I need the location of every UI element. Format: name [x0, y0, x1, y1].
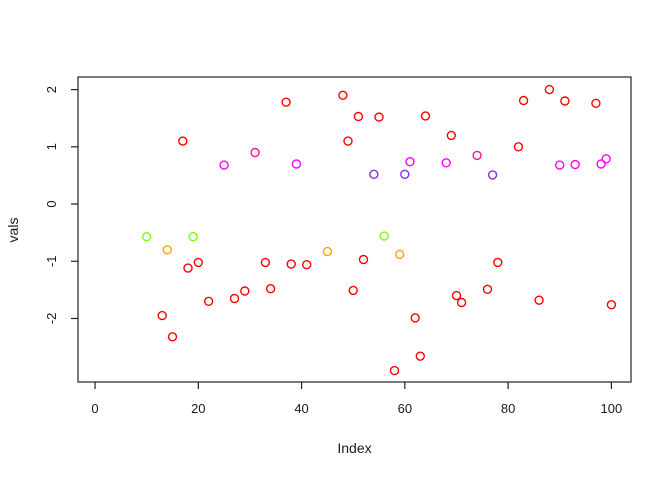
y-tick-label: -1 [44, 255, 59, 267]
data-point [265, 284, 276, 294]
data-point [441, 158, 451, 168]
data-point [482, 284, 493, 294]
data-point [446, 130, 456, 141]
data-point [410, 313, 420, 323]
data-point [513, 142, 524, 152]
data-point [606, 300, 617, 310]
data-point [405, 156, 415, 167]
data-point [451, 290, 462, 301]
y-tick-label: 1 [44, 143, 59, 150]
data-point [188, 231, 198, 242]
data-point [322, 246, 333, 257]
data-point [250, 147, 260, 158]
data-point [560, 96, 570, 106]
data-point [157, 310, 167, 321]
data-point [178, 136, 188, 146]
x-tick-label: 80 [501, 401, 515, 416]
data-point [518, 95, 529, 106]
y-tick-label: -2 [44, 313, 59, 325]
data-point [286, 259, 296, 269]
data-point [374, 112, 384, 122]
data-point [358, 254, 369, 265]
data-point [281, 97, 291, 107]
x-tick-label: 20 [191, 401, 205, 416]
data-point [555, 160, 565, 170]
data-point [456, 297, 467, 308]
x-tick-label: 60 [398, 401, 412, 416]
x-tick-label: 40 [294, 401, 308, 416]
data-point [219, 160, 229, 170]
data-point [389, 365, 400, 376]
data-point [203, 296, 214, 306]
plot-frame [77, 76, 632, 383]
data-point [400, 169, 410, 180]
data-point [348, 285, 358, 296]
x-axis-title: Index [337, 440, 372, 456]
data-point [167, 332, 178, 342]
data-point [229, 293, 240, 304]
data-point [353, 111, 364, 122]
x-tick-label: 100 [601, 401, 623, 416]
data-point [141, 231, 152, 242]
data-point [260, 257, 271, 268]
data-point [395, 249, 405, 260]
data-point [544, 84, 555, 95]
data-point [487, 170, 498, 180]
data-point [343, 136, 353, 146]
data-point [472, 150, 482, 161]
data-point [534, 295, 544, 305]
y-tick-label: 0 [44, 200, 59, 207]
y-tick-label: 2 [44, 86, 59, 93]
data-point [415, 351, 425, 361]
data-point [240, 286, 250, 296]
data-point [601, 154, 611, 164]
data-point [338, 90, 348, 101]
x-tick-label: 0 [91, 401, 98, 416]
data-point [420, 111, 431, 121]
data-point [193, 257, 204, 268]
data-point [591, 98, 601, 109]
data-point [302, 260, 312, 270]
data-point [596, 159, 606, 169]
data-point [183, 263, 193, 273]
data-point [162, 245, 173, 255]
data-point [493, 257, 503, 268]
data-point [291, 159, 302, 169]
data-point [379, 231, 389, 241]
data-point [570, 159, 580, 170]
data-point [369, 169, 379, 180]
y-axis-title: vals [5, 217, 21, 243]
